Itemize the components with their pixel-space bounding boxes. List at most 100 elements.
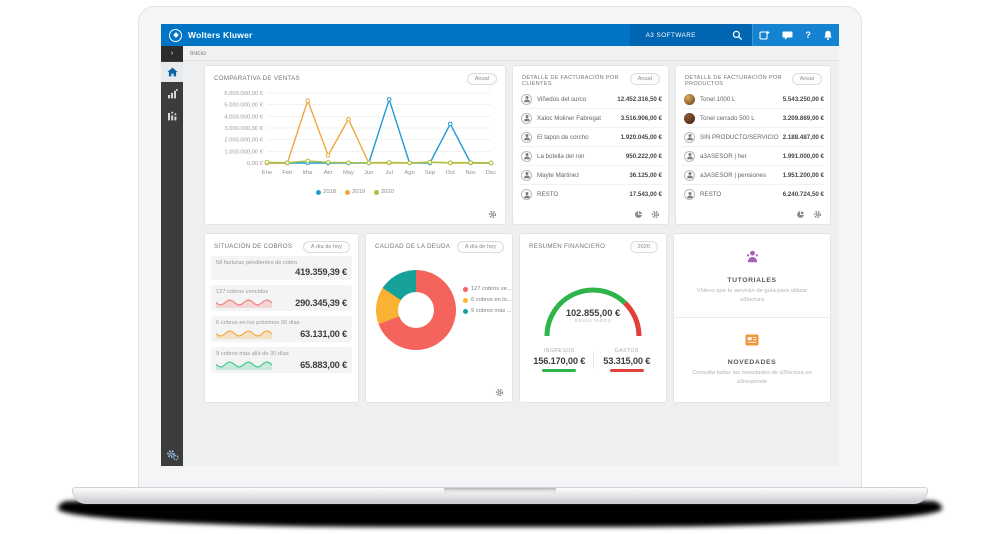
tutoriales-title: TUTORIALES — [727, 277, 777, 284]
svg-text:Jul: Jul — [385, 170, 392, 176]
dashboard: COMPARATIVA DE VENTAS Anual 0,00 € 1.000.… — [183, 61, 839, 466]
apps-icon[interactable] — [759, 30, 770, 41]
trend-sparkline — [216, 361, 272, 370]
resumen-gauge-chart — [544, 287, 642, 337]
bell-icon[interactable] — [823, 30, 833, 41]
gear-icon[interactable] — [488, 210, 497, 219]
person-icon — [521, 93, 532, 105]
tile-value-row: 65.883,00 € — [216, 358, 347, 370]
cobros-tile[interactable]: 9 cobros más allá de 30 días 65.883,00 € — [211, 347, 352, 373]
cobros-tile[interactable]: 58 facturas pendientes de cobro 419.359,3… — [211, 256, 352, 280]
card-title: SITUACIÓN DE COBROS — [214, 243, 293, 250]
period-badge[interactable]: A día de hoy — [456, 241, 504, 253]
list-item[interactable]: Viñedos del surco 12.452.316,50 € — [519, 90, 662, 109]
chat-icon[interactable] — [782, 30, 793, 41]
legend-item: 127 cobros ve... — [463, 286, 511, 292]
list-item[interactable]: Tonel cerrado 500 L 3.209.869,00 € — [682, 109, 824, 128]
legend-dot — [463, 297, 468, 303]
list-item[interactable]: Xaloc Moliner Fabregat 3.516.906,00 € — [519, 109, 662, 128]
list-item[interactable]: RESTO 17.543,00 € — [519, 185, 662, 204]
list-item[interactable]: La botella del ron 950.222,00 € — [519, 147, 662, 166]
item-value: 1.920.045,00 € — [620, 133, 662, 141]
svg-text:Mar: Mar — [303, 170, 313, 176]
item-name: La botella del ron — [537, 152, 585, 160]
resultados-label: RESULTADOS — [574, 319, 612, 324]
legend-dot — [463, 308, 468, 314]
list-item[interactable]: RESTO 6.240.724,50 € — [682, 185, 824, 204]
svg-text:Feb: Feb — [282, 170, 292, 176]
list-item[interactable]: El tapon de corcho 1.920.045,00 € — [519, 128, 662, 147]
breadcrumb[interactable]: Inicio — [190, 49, 206, 57]
period-badge[interactable]: A día de hoy — [302, 241, 350, 253]
legend-label: 9 cobros más ... — [471, 308, 512, 314]
list-item[interactable]: Tonel 1000 L 5.543.250,00 € — [682, 90, 824, 109]
gear-icon[interactable] — [495, 388, 504, 397]
laptop-base — [72, 487, 928, 504]
list-item[interactable]: a3ASESOR | pensiones 1.951.200,00 € — [682, 166, 824, 185]
sidebar-item-home[interactable] — [161, 62, 183, 82]
item-value: 36.125,00 € — [629, 171, 662, 179]
tutoriales-section[interactable]: TUTORIALES Vídeos que te servirán de guí… — [674, 234, 830, 318]
novedades-section[interactable]: NOVEDADES Consulta todas las novedades d… — [674, 318, 830, 402]
card-title: CALIDAD DE LA DEUDA — [375, 243, 451, 250]
card-ayuda: TUTORIALES Vídeos que te servirán de guí… — [673, 233, 831, 403]
stats-chart-icon — [167, 111, 176, 121]
topbar-divider — [752, 24, 753, 46]
sidebar-item-settings[interactable] — [161, 449, 183, 461]
item-value: 12.452.316,50 € — [617, 95, 662, 103]
item-name: Tonel 1000 L — [700, 95, 736, 103]
item-name: RESTO — [700, 191, 722, 198]
year-badge[interactable]: 2020 — [629, 241, 658, 253]
item-value: 1.951.200,00 € — [782, 171, 824, 179]
gastos-underline — [609, 369, 644, 372]
novedades-icon — [745, 334, 759, 346]
list-item[interactable]: a3ASESOR | her 1.991.000,00 € — [682, 147, 824, 166]
tile-label: 6 cobros en los próximos 30 días — [216, 320, 300, 326]
deuda-donut-chart — [376, 270, 456, 350]
sidebar-item-charts[interactable] — [161, 84, 183, 104]
tile-label: 9 cobros más allá de 30 días — [216, 351, 289, 357]
tile-value: 290.345,39 € — [295, 298, 347, 308]
period-badge[interactable]: Anual — [791, 73, 822, 85]
svg-text:Jun: Jun — [364, 170, 373, 176]
cobros-tile[interactable]: 6 cobros en los próximos 30 días 63.131,0… — [211, 316, 352, 342]
help-icon[interactable]: ? — [805, 30, 811, 40]
item-name: SIN PRODUCTO/SERVICIO — [700, 133, 779, 141]
legend-item: 2019 — [345, 189, 365, 195]
sidebar-item-stats[interactable] — [161, 106, 183, 126]
item-value: 3.209.869,00 € — [782, 114, 824, 122]
legend-item: 6 cobros en lo... — [463, 297, 511, 303]
search-icon[interactable] — [722, 24, 752, 46]
legend-item: 2020 — [373, 189, 394, 195]
card-facturacion-clientes: DETALLE DE FACTURACIÓN POR CLIENTES Anua… — [512, 65, 669, 225]
list-item[interactable]: SIN PRODUCTO/SERVICIO 2.188.487,00 € — [682, 128, 824, 147]
item-name: Tonel cerrado 500 L — [700, 114, 755, 122]
trend-sparkline — [216, 330, 272, 339]
sidebar-toggle[interactable]: › — [161, 46, 183, 61]
app-window: Wolters Kluwer A3 SOFTWARE ? — [161, 24, 839, 466]
card-comparativa-ventas: COMPARATIVA DE VENTAS Anual 0,00 € 1.000.… — [204, 65, 506, 225]
pie-icon[interactable] — [796, 210, 805, 219]
person-icon — [521, 189, 532, 200]
legend-item: 9 cobros más ... — [463, 308, 511, 314]
period-badge[interactable]: Anual — [629, 73, 660, 85]
topbar: Wolters Kluwer A3 SOFTWARE ? — [161, 24, 839, 46]
svg-text:Oct: Oct — [446, 170, 455, 176]
pie-icon[interactable] — [634, 210, 643, 219]
legend-item: 2018 — [316, 189, 336, 195]
gear-icon[interactable] — [651, 210, 660, 219]
novedades-title: NOVEDADES — [727, 359, 777, 366]
cobros-tile[interactable]: 127 cobros vencidos 290.345,39 € — [211, 285, 352, 311]
resultados-value: 102.855,00 € — [565, 308, 621, 318]
tutoriales-icon — [746, 250, 758, 263]
tile-value: 65.883,00 € — [300, 360, 347, 370]
legend-dot — [373, 189, 379, 195]
svg-text:2.000.000,00 €: 2.000.000,00 € — [224, 138, 263, 144]
laptop-shadow — [58, 501, 942, 527]
gear-icon[interactable] — [813, 210, 822, 219]
chart-legend: 127 cobros ve... 6 cobros en lo... 9 cobro… — [463, 286, 511, 319]
svg-text:Sep: Sep — [425, 170, 435, 176]
list-item[interactable]: Mayte Mártinez 36.125,00 € — [519, 166, 662, 185]
period-badge[interactable]: Anual — [466, 73, 497, 85]
trend-sparkline — [216, 299, 272, 308]
